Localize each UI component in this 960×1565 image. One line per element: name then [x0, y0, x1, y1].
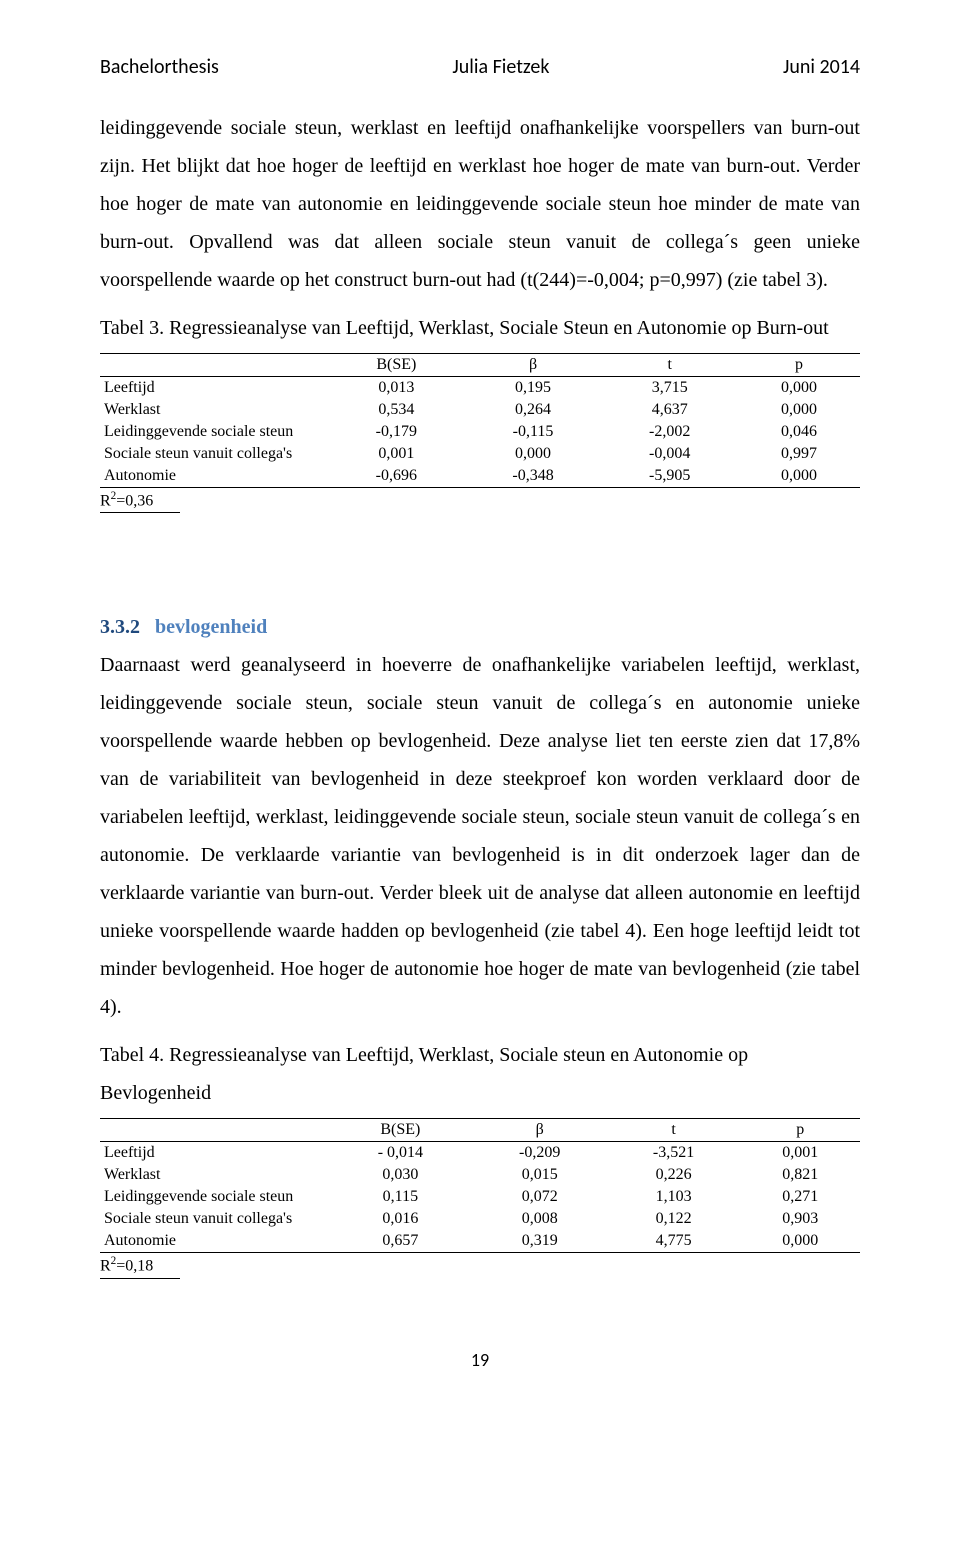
table-cell: 0,000 — [738, 399, 860, 421]
table4-title: Tabel 4. Regressieanalyse van Leeftijd, … — [100, 1036, 860, 1112]
section-3-3-2: 3.3.2 bevlogenheid Daarnaast werd geanal… — [100, 608, 860, 1026]
table-cell: Leidinggevende sociale steun — [100, 1186, 328, 1208]
header-center: Julia Fietzek — [452, 55, 549, 79]
page-header: Bachelorthesis Julia Fietzek Juni 2014 — [100, 55, 860, 79]
table3-title: Tabel 3. Regressieanalyse van Leeftijd, … — [100, 309, 860, 347]
table-cell: Leeftijd — [100, 1142, 328, 1165]
table-cell: Werklast — [100, 399, 328, 421]
table-cell: 0,319 — [473, 1230, 607, 1253]
table4-col-1: B(SE) — [328, 1119, 473, 1142]
table-cell: 0,000 — [465, 443, 602, 465]
table-cell: 0,015 — [473, 1164, 607, 1186]
table-cell: 4,775 — [607, 1230, 741, 1253]
table-cell: 0,001 — [328, 443, 465, 465]
table-cell: 0,122 — [607, 1208, 741, 1230]
table-row: Sociale steun vanuit collega's0,0010,000… — [100, 443, 860, 465]
table-cell: -2,002 — [601, 421, 738, 443]
table-cell: -0,348 — [465, 465, 602, 488]
table4-col-0 — [100, 1119, 328, 1142]
table3-header-row: B(SE) β t p — [100, 354, 860, 377]
table-cell: 0,046 — [738, 421, 860, 443]
table4: B(SE) β t p Leeftijd- 0,014-0,209-3,5210… — [100, 1118, 860, 1253]
table-cell: Sociale steun vanuit collega's — [100, 443, 328, 465]
table3-col-0 — [100, 354, 328, 377]
page: Bachelorthesis Julia Fietzek Juni 2014 l… — [0, 0, 960, 1411]
table-row: Werklast0,5340,2644,6370,000 — [100, 399, 860, 421]
rnote-prefix: R — [100, 492, 111, 509]
table-cell: Autonomie — [100, 1230, 328, 1253]
table-row: Autonomie-0,696-0,348-5,9050,000 — [100, 465, 860, 488]
table-cell: 0,264 — [465, 399, 602, 421]
table-cell: Leidinggevende sociale steun — [100, 421, 328, 443]
table3-col-4: p — [738, 354, 860, 377]
table4-rnote: R2=0,18 — [100, 1253, 180, 1278]
table-cell: 0,534 — [328, 399, 465, 421]
table3-col-1: B(SE) — [328, 354, 465, 377]
table-row: Leidinggevende sociale steun-0,179-0,115… — [100, 421, 860, 443]
table-cell: -3,521 — [607, 1142, 741, 1165]
table3-col-2: β — [465, 354, 602, 377]
paragraph-1: leidinggevende sociale steun, werklast e… — [100, 109, 860, 299]
header-right: Juni 2014 — [783, 55, 860, 79]
table4-col-2: β — [473, 1119, 607, 1142]
table-row: Leeftijd- 0,014-0,209-3,5210,001 — [100, 1142, 860, 1165]
table-cell: 0,008 — [473, 1208, 607, 1230]
table-row: Sociale steun vanuit collega's0,0160,008… — [100, 1208, 860, 1230]
rnote-prefix: R — [100, 1258, 111, 1275]
table-cell: 3,715 — [601, 377, 738, 400]
table-cell: -0,696 — [328, 465, 465, 488]
table-cell: - 0,014 — [328, 1142, 473, 1165]
table-cell: 0,226 — [607, 1164, 741, 1186]
table-row: Werklast0,0300,0150,2260,821 — [100, 1164, 860, 1186]
table-cell: 0,115 — [328, 1186, 473, 1208]
table3: B(SE) β t p Leeftijd0,0130,1953,7150,000… — [100, 353, 860, 488]
table4-header-row: B(SE) β t p — [100, 1119, 860, 1142]
table-cell: -0,115 — [465, 421, 602, 443]
table4-body: Leeftijd- 0,014-0,209-3,5210,001Werklast… — [100, 1142, 860, 1253]
table-cell: 0,013 — [328, 377, 465, 400]
table-cell: Werklast — [100, 1164, 328, 1186]
table-cell: 4,637 — [601, 399, 738, 421]
table-cell: 1,103 — [607, 1186, 741, 1208]
table-row: Autonomie0,6570,3194,7750,000 — [100, 1230, 860, 1253]
table-cell: 0,000 — [738, 465, 860, 488]
table-cell: 0,000 — [738, 377, 860, 400]
table-cell: 0,997 — [738, 443, 860, 465]
table3-rnote: R2=0,36 — [100, 488, 180, 513]
table-cell: -5,905 — [601, 465, 738, 488]
table3-body: Leeftijd0,0130,1953,7150,000Werklast0,53… — [100, 377, 860, 488]
table-cell: 0,030 — [328, 1164, 473, 1186]
table-cell: 0,271 — [741, 1186, 860, 1208]
table-cell: Sociale steun vanuit collega's — [100, 1208, 328, 1230]
table4-col-3: t — [607, 1119, 741, 1142]
table-row: Leidinggevende sociale steun0,1150,0721,… — [100, 1186, 860, 1208]
table-row: Leeftijd0,0130,1953,7150,000 — [100, 377, 860, 400]
paragraph-2: Daarnaast werd geanalyseerd in hoeverre … — [100, 654, 860, 1018]
table-cell: 0,903 — [741, 1208, 860, 1230]
table-cell: 0,821 — [741, 1164, 860, 1186]
table-cell: -0,209 — [473, 1142, 607, 1165]
rnote-suffix: =0,36 — [116, 492, 153, 509]
table-cell: 0,001 — [741, 1142, 860, 1165]
table-cell: 0,657 — [328, 1230, 473, 1253]
table-cell: 0,000 — [741, 1230, 860, 1253]
table-cell: -0,004 — [601, 443, 738, 465]
table-cell: Autonomie — [100, 465, 328, 488]
header-left: Bachelorthesis — [100, 55, 219, 79]
section-label: bevlogenheid — [155, 616, 267, 638]
section-number: 3.3.2 — [100, 616, 140, 638]
table-cell: 0,072 — [473, 1186, 607, 1208]
table-cell: -0,179 — [328, 421, 465, 443]
table4-col-4: p — [741, 1119, 860, 1142]
table-cell: Leeftijd — [100, 377, 328, 400]
rnote-suffix: =0,18 — [116, 1258, 153, 1275]
table-cell: 0,016 — [328, 1208, 473, 1230]
table-cell: 0,195 — [465, 377, 602, 400]
table3-col-3: t — [601, 354, 738, 377]
page-number: 19 — [100, 1349, 860, 1371]
